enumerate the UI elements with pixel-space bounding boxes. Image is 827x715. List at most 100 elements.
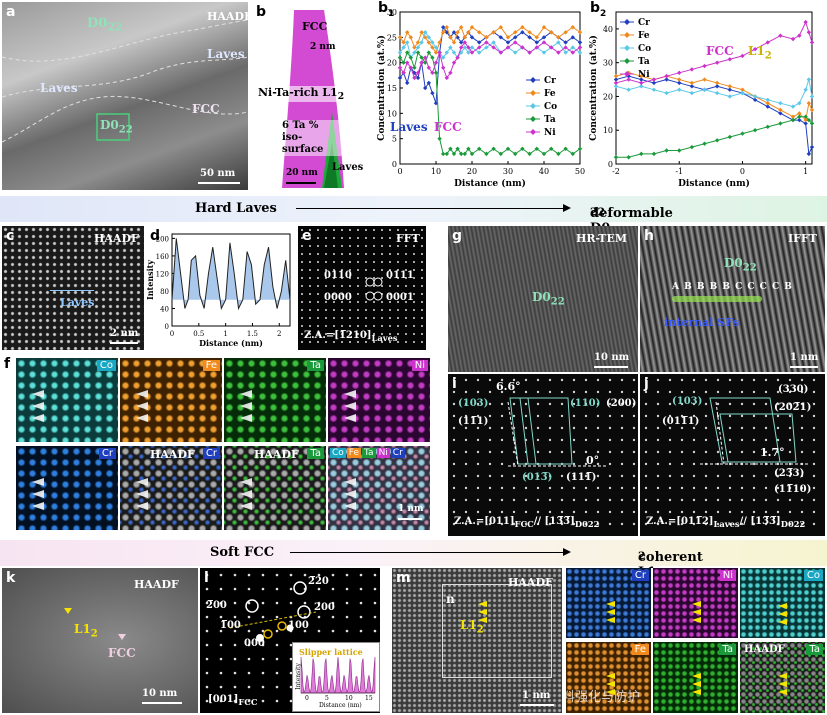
diffraction-spot — [764, 402, 768, 406]
diffraction-spot — [309, 317, 311, 319]
diffraction-spot — [389, 333, 391, 335]
data-point — [462, 45, 467, 50]
diffraction-spot — [205, 601, 209, 605]
diffraction-spot — [341, 277, 343, 279]
diffraction-spot — [413, 229, 415, 231]
diffraction-spot — [668, 522, 672, 526]
diffraction-spot — [476, 426, 480, 430]
legend-label: Co — [544, 102, 557, 112]
inset-ylabel: Intensity — [294, 663, 302, 690]
diffraction-spot — [421, 309, 423, 311]
diffraction-spot — [812, 414, 816, 418]
data-point — [702, 141, 707, 146]
diffraction-spot — [365, 229, 367, 231]
diffraction-spot — [325, 237, 327, 239]
diffraction-spot — [421, 229, 423, 231]
diffraction-spot — [692, 486, 696, 490]
diffraction-spot — [680, 390, 684, 394]
diffraction-spot — [668, 378, 672, 382]
diffraction-spot — [536, 390, 540, 394]
diffraction-spot — [349, 309, 351, 311]
diffraction-spot — [325, 253, 327, 255]
diffraction-spot — [740, 450, 744, 454]
diffraction-spot — [333, 285, 335, 287]
diffraction-spot — [776, 522, 780, 526]
diffraction-spot — [572, 462, 576, 466]
diffraction-spot — [357, 261, 359, 263]
data-point — [401, 40, 406, 45]
diffraction-spot — [357, 341, 359, 343]
diffraction-spot — [740, 402, 744, 406]
data-point — [397, 55, 403, 60]
diffraction-spot — [632, 486, 636, 490]
diffraction-spot — [331, 629, 335, 633]
data-point — [520, 146, 525, 151]
diffraction-spot — [233, 685, 237, 689]
diffraction-spot — [309, 245, 311, 247]
diffraction-spot — [572, 378, 576, 382]
data-point — [415, 45, 421, 50]
inset-title: Slipper lattice — [299, 647, 363, 657]
diffraction-spot — [381, 237, 383, 239]
diffraction-spot — [728, 390, 732, 394]
diffraction-spot — [488, 474, 492, 478]
diffraction-spot — [452, 450, 456, 454]
diffraction-spot — [692, 450, 696, 454]
diffraction-spot — [812, 378, 816, 382]
diffraction-spot — [357, 245, 359, 247]
diffraction-spot — [608, 474, 612, 478]
data-point — [639, 80, 644, 86]
diffraction-spot — [704, 402, 708, 406]
data-point — [541, 50, 547, 55]
diffraction-spot — [205, 587, 209, 591]
data-point — [466, 45, 471, 50]
data-point — [651, 80, 657, 86]
diffraction-spot — [405, 229, 407, 231]
diffraction-spot — [524, 414, 528, 418]
data-point — [765, 40, 770, 45]
x-axis-label: Distance (nm) — [454, 178, 526, 189]
diffraction-spot — [584, 438, 588, 442]
data-point — [613, 155, 619, 160]
diffraction-spot — [452, 474, 456, 478]
diffraction-spot — [349, 285, 351, 287]
diffraction-spot — [389, 237, 391, 239]
diffraction-spot — [812, 510, 816, 514]
scale-bar-label: 20 nm — [286, 168, 318, 178]
diffraction-spot — [349, 237, 351, 239]
channel-tag: Ta — [362, 448, 376, 458]
diffraction-spot — [317, 601, 321, 605]
x-tick-label: 0.5 — [193, 330, 204, 338]
panel-k-haadf-image: k HAADF L12 FCC 10 nm — [2, 568, 198, 713]
diffraction-spot — [776, 390, 780, 394]
x-tick-label: 20 — [467, 167, 477, 176]
diffraction-spot — [289, 573, 293, 577]
concentration-chart-b1: 0 10 20 30 40 50 0 5 10 15 20 25 30 Distance (nm) Conc… — [376, 8, 585, 189]
diffraction-spot — [359, 615, 363, 619]
diffraction-spot — [680, 510, 684, 514]
data-point — [419, 30, 424, 35]
diffraction-spot — [620, 474, 624, 478]
diffraction-spot — [381, 333, 383, 335]
diffraction-spot — [548, 450, 552, 454]
diffraction-spot — [317, 253, 319, 255]
diffraction-spot — [560, 474, 564, 478]
channel-tag: Ta — [307, 448, 324, 459]
data-point — [448, 45, 453, 50]
diffraction-spot — [740, 510, 744, 514]
data-point — [541, 40, 547, 45]
legend-marker — [624, 32, 630, 38]
diffraction-spot — [381, 309, 383, 311]
diffraction-spot — [405, 325, 407, 327]
scale-bar-label: 1 nm — [522, 690, 551, 701]
transition-banner-top: Hard Laves deformable D022 — [0, 196, 827, 236]
diffraction-spot — [381, 269, 383, 271]
data-point — [577, 146, 583, 151]
spot-label: 0001 — [386, 292, 414, 303]
panel-letter: d — [150, 228, 161, 244]
data-point — [430, 90, 435, 96]
diffraction-spot — [548, 474, 552, 478]
panel-letter: c — [6, 228, 15, 244]
diffraction-spot — [812, 462, 816, 466]
diffraction-spot — [560, 450, 564, 454]
